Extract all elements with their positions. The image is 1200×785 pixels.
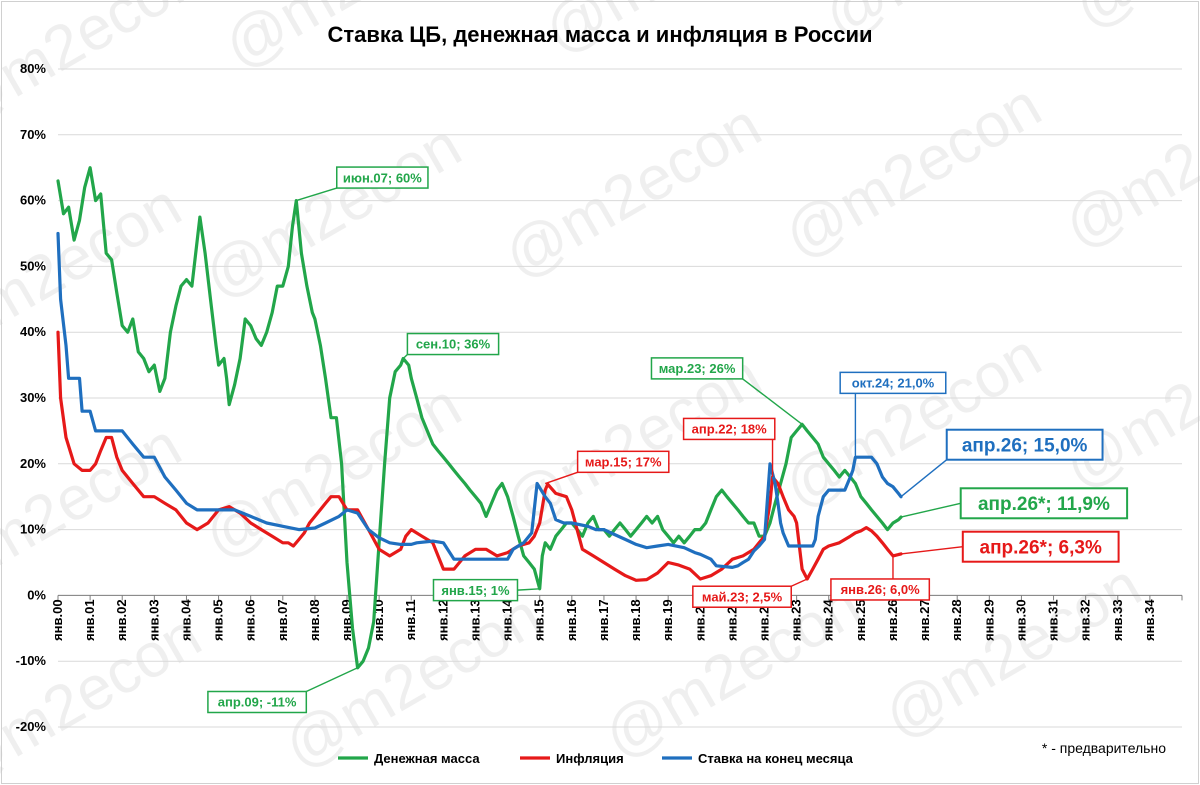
x-tick-label: янв.31	[1046, 599, 1061, 641]
annotation-box	[961, 530, 1120, 563]
y-tick-label: 30%	[20, 390, 46, 405]
annotation-box	[432, 578, 519, 602]
x-tick-label: янв.23	[789, 599, 804, 641]
y-tick-label: 70%	[20, 127, 46, 142]
x-tick-label: янв.06	[243, 599, 258, 641]
annotation-label: июн.07; 60%	[343, 170, 422, 185]
annotation-leader	[790, 578, 808, 587]
x-tick-label: янв.12	[435, 599, 450, 641]
watermark-text: @m2econ	[0, 411, 193, 613]
annotation-box	[336, 166, 429, 189]
annotation-box	[839, 371, 947, 395]
x-tick-label: янв.11	[403, 599, 418, 640]
x-tick-label: янв.33	[1110, 599, 1125, 641]
legend-label: Инфляция	[556, 751, 624, 766]
annotation-box	[406, 332, 500, 356]
watermark-text: @m2econ	[493, 91, 773, 293]
watermark-text: @m2econ	[1053, 301, 1200, 503]
watermark-text: @m2econ	[1063, 0, 1200, 42]
annotation-leader	[742, 378, 803, 425]
annotation-box	[650, 357, 744, 380]
x-tick-label: янв.28	[949, 599, 964, 641]
series-line	[56, 231, 903, 569]
annotation-label: май.23; 2,5%	[702, 589, 783, 604]
annotation-box	[692, 585, 792, 608]
legend-label: Ставка на конец месяца	[698, 751, 854, 766]
y-tick-label: 20%	[20, 456, 46, 471]
x-tick-label: янв.07	[275, 599, 290, 641]
x-tick-label: янв.13	[467, 599, 482, 641]
x-tick-label: янв.25	[853, 599, 868, 641]
annotation-label: окт.24; 21,0%	[852, 376, 935, 391]
x-tick-label: янв.15	[532, 599, 547, 641]
series-line	[56, 166, 903, 670]
annotation-leader	[306, 667, 358, 693]
x-tick-label: янв.03	[146, 599, 161, 641]
x-tick-label: янв.08	[307, 599, 322, 641]
annotation-label: апр.22; 18%	[692, 422, 767, 437]
x-tick-label: янв.22	[757, 599, 772, 641]
x-tick-label: янв.32	[1078, 599, 1093, 641]
x-tick-label: янв.26	[885, 599, 900, 641]
watermark-text: @m2econ	[773, 71, 1053, 273]
y-tick-label: 80%	[20, 61, 46, 76]
y-tick-label: 40%	[20, 324, 46, 339]
y-tick-label: 10%	[20, 522, 46, 537]
watermark-text: @m2econ	[1053, 61, 1200, 263]
x-tick-label: янв.02	[114, 599, 129, 641]
x-tick-label: янв.27	[917, 599, 932, 641]
annotation-box	[830, 578, 931, 601]
annotation-label: апр.26; 15,0%	[962, 436, 1088, 457]
annotation-leader	[517, 588, 540, 591]
x-tick-label: янв.17	[596, 599, 611, 641]
annotation-box	[682, 417, 776, 441]
x-tick-label: янв.00	[50, 599, 65, 641]
x-tick-label: янв.04	[178, 599, 193, 641]
annotation-leader	[544, 471, 578, 485]
x-tick-label: янв.24	[821, 599, 836, 641]
series-line	[56, 330, 903, 582]
chart-title: Ставка ЦБ, денежная масса и инфляция в Р…	[327, 22, 872, 47]
annotation-leader	[296, 187, 337, 202]
x-tick-label: янв.34	[1142, 599, 1157, 641]
x-tick-label: янв.01	[82, 599, 97, 641]
x-tick-label: янв.18	[628, 599, 643, 641]
y-tick-label: -20%	[16, 719, 47, 734]
annotation-label: апр.26*; 11,9%	[978, 494, 1110, 515]
x-tick-label: янв.29	[981, 599, 996, 641]
annotation-leader	[900, 459, 948, 498]
y-tick-label: -10%	[16, 653, 47, 668]
footnote: * - предварительно	[1042, 740, 1166, 756]
annotation-label: янв.26; 6,0%	[841, 582, 921, 597]
x-tick-label: янв.05	[211, 599, 226, 641]
annotation-box	[207, 690, 308, 714]
annotation-box	[945, 428, 1104, 461]
annotation-box	[959, 487, 1129, 520]
x-tick-label: янв.20	[692, 599, 707, 641]
x-tick-label: янв.21	[724, 599, 739, 641]
annotation-leader	[900, 502, 961, 518]
annotation-box	[576, 450, 670, 474]
annotation-label: апр.09; -11%	[218, 695, 297, 710]
y-tick-label: 0%	[27, 587, 46, 602]
x-tick-label: янв.14	[500, 599, 515, 641]
annotation-label: мар.23; 26%	[659, 361, 736, 376]
annotation-label: мар.15; 17%	[585, 455, 662, 470]
legend-label: Денежная масса	[374, 751, 480, 766]
annotation-label: апр.26*; 6,3%	[980, 538, 1102, 559]
annotation-leader	[900, 546, 963, 555]
x-tick-label: янв.30	[1013, 599, 1028, 641]
x-tick-label: янв.16	[564, 599, 579, 641]
watermark-text: @m2econ	[193, 111, 473, 313]
y-tick-label: 50%	[20, 258, 46, 273]
annotation-label: янв.15; 1%	[441, 583, 510, 598]
annotation-label: сен.10; 36%	[416, 337, 491, 352]
y-tick-label: 60%	[20, 193, 46, 208]
x-tick-label: янв.19	[660, 599, 675, 641]
